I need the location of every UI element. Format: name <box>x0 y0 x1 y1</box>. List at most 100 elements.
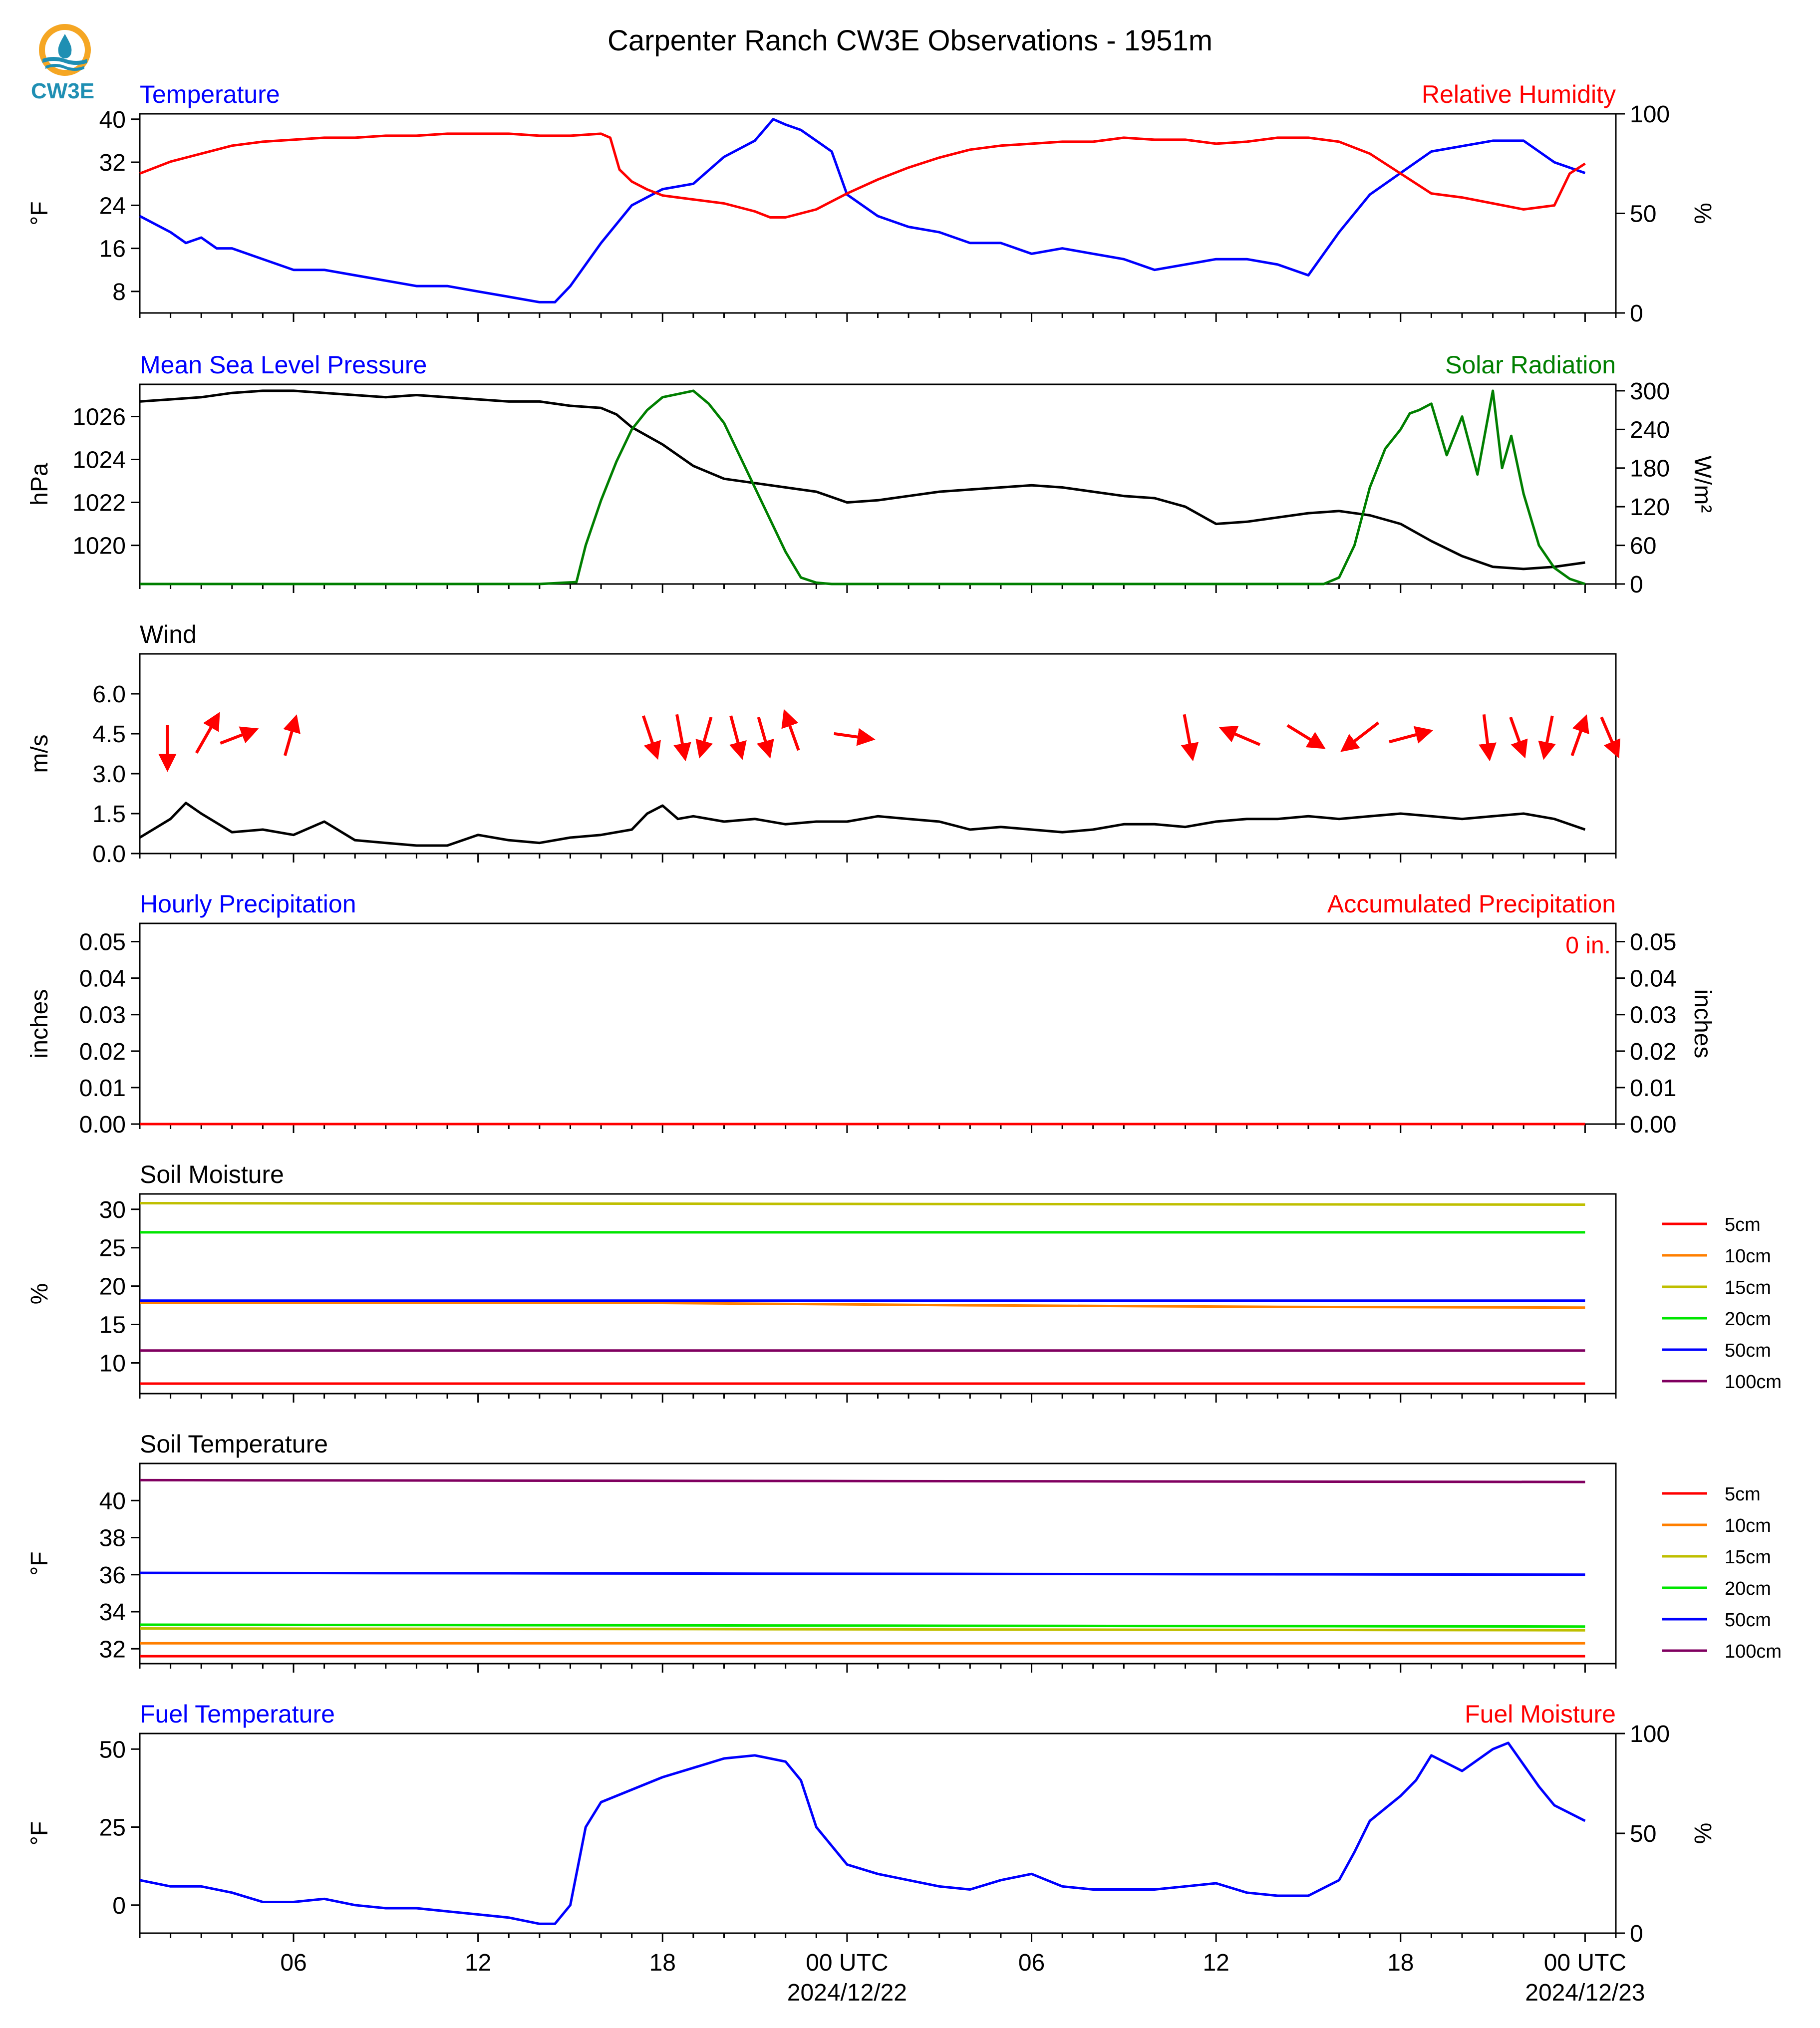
wind-arrow <box>1509 716 1528 759</box>
panel-temp_rh: Temperature Relative Humidity 8 16 24 32 40 °F 0… <box>26 80 1716 327</box>
series-line-blue <box>139 1741 1586 1925</box>
x-tick-label: 06 <box>1018 1950 1045 1976</box>
y-tick-label-right: 300 <box>1630 378 1670 405</box>
x-tick-label: 18 <box>1387 1950 1414 1976</box>
y-tick-label: 1026 <box>72 404 126 431</box>
x-date-label: 2024/12/22 <box>787 1980 907 2006</box>
y-tick-label: 0.05 <box>79 929 126 956</box>
y-tick-label: 10 <box>99 1350 126 1377</box>
y-tick-label: 25 <box>99 1815 126 1841</box>
y-tick-label: 25 <box>99 1235 126 1262</box>
x-date-label: 2024/12/23 <box>1525 1980 1645 2006</box>
y-tick-label-right: 0.03 <box>1630 1002 1676 1029</box>
wind-arrow <box>283 714 301 756</box>
wind-arrow <box>1538 715 1556 760</box>
logo-text: CW3E <box>31 79 95 103</box>
legend-label: 15cm <box>1725 1547 1771 1568</box>
panel-fuel: Fuel Temperature Fuel Moisture 0 25 50 °F 0 50 1… <box>26 1700 1716 2006</box>
y-tick-label: 1024 <box>72 447 126 474</box>
panel-pressure_solar: Mean Sea Level Pressure Solar Radiation 10… <box>26 351 1716 598</box>
y-tick-label: 0 <box>112 1893 126 1919</box>
y-axis-label-right: inches <box>1689 989 1716 1059</box>
x-tick-label: 18 <box>649 1950 676 1976</box>
wind-arrow <box>1479 714 1497 762</box>
y-tick-label: 24 <box>99 193 126 219</box>
y-axis-label: °F <box>26 201 53 226</box>
y-tick-label: 50 <box>99 1737 126 1763</box>
y-tick-label-right: 180 <box>1630 456 1670 482</box>
wind-arrow <box>1389 726 1434 744</box>
panel-wind: Wind 0.0 1.5 3.0 4.5 6.0 m/s <box>26 620 1620 868</box>
y-tick-label: 3.0 <box>92 761 126 788</box>
panel-title-left: Soil Temperature <box>140 1430 328 1458</box>
plot-frame <box>139 1462 1617 1665</box>
y-tick-label: 1020 <box>72 533 126 560</box>
y-tick-label: 6.0 <box>92 681 126 708</box>
series-line-15cm <box>139 1202 1585 1206</box>
plot-frame <box>139 922 1617 1125</box>
panel-title-right: Relative Humidity <box>1422 80 1616 108</box>
legend-label: 100cm <box>1725 1372 1782 1393</box>
y-tick-label: 15 <box>99 1312 126 1339</box>
y-tick-label-right: 0.04 <box>1630 966 1676 992</box>
plot-frame <box>139 113 1617 314</box>
wind-arrow <box>757 717 774 759</box>
y-tick-label: 8 <box>112 279 126 305</box>
y-tick-label: 38 <box>99 1525 126 1552</box>
wind-arrow <box>1600 716 1620 759</box>
accumulated-total-label: 0 in. <box>1565 932 1611 959</box>
series-line-green <box>140 389 1586 585</box>
y-axis-label-right: % <box>1689 1823 1716 1844</box>
panel-title-left: Fuel Temperature <box>140 1700 335 1728</box>
legend-label: 20cm <box>1725 1578 1771 1599</box>
y-tick-label-right: 100 <box>1630 101 1670 128</box>
y-tick-label: 1.5 <box>92 801 126 828</box>
panel-title-left: Mean Sea Level Pressure <box>140 351 427 379</box>
y-tick-label: 30 <box>99 1197 126 1223</box>
legend-label: 15cm <box>1725 1277 1771 1298</box>
y-tick-label-right: 50 <box>1630 1821 1656 1847</box>
plot-frame <box>139 1193 1617 1395</box>
wind-arrow <box>1340 721 1380 752</box>
cw3e-logo <box>39 24 91 76</box>
y-tick-label: 0.03 <box>79 1002 126 1029</box>
wind-arrow <box>695 717 713 759</box>
panel-title-right: Fuel Moisture <box>1465 1700 1616 1728</box>
y-tick-label-right: 60 <box>1630 533 1656 560</box>
wind-arrow <box>642 715 661 760</box>
panel-title-left: Wind <box>140 620 197 648</box>
x-tick-label: 12 <box>465 1950 491 1976</box>
wind-arrow <box>1181 714 1199 762</box>
y-tick-label: 36 <box>99 1562 126 1589</box>
legend-label: 20cm <box>1725 1309 1771 1330</box>
y-tick-label: 40 <box>99 1488 126 1514</box>
y-tick-label: 0.02 <box>79 1039 126 1065</box>
y-tick-label-right: 0 <box>1630 572 1643 598</box>
legend-label: 50cm <box>1725 1340 1771 1361</box>
legend-label: 5cm <box>1725 1214 1761 1235</box>
y-tick-label-right: 0.00 <box>1630 1112 1676 1138</box>
x-tick-label: 00 UTC <box>1544 1950 1626 1976</box>
y-axis-label: °F <box>26 1551 53 1576</box>
x-tick-label: 06 <box>280 1950 306 1976</box>
series-line-blue <box>139 118 1586 303</box>
plot-frame <box>139 1733 1617 1934</box>
y-axis-label: °F <box>26 1821 53 1846</box>
y-tick-label-right: 0.05 <box>1630 929 1676 956</box>
y-axis-label-right: W/m² <box>1689 456 1716 513</box>
series-line-20cm <box>139 1623 1585 1628</box>
y-tick-label-right: 240 <box>1630 417 1670 443</box>
panel-soil_temp: Soil Temperature 32 34 36 38 40 °F 5cm 10cm 15cm 2… <box>26 1430 1782 1673</box>
series-line-100cm <box>139 1478 1585 1483</box>
y-axis-label: m/s <box>26 734 53 773</box>
wind-arrow <box>781 709 800 751</box>
wind-arrow <box>220 726 259 745</box>
series-line-red <box>139 132 1586 219</box>
y-axis-label: inches <box>26 989 53 1059</box>
plot-frame <box>139 653 1617 855</box>
panel-title-right: Accumulated Precipitation <box>1327 890 1616 918</box>
series-line-10cm <box>140 1302 1585 1309</box>
series-line-black <box>139 802 1586 847</box>
series-line-15cm <box>139 1627 1585 1632</box>
y-tick-label: 40 <box>99 107 126 133</box>
